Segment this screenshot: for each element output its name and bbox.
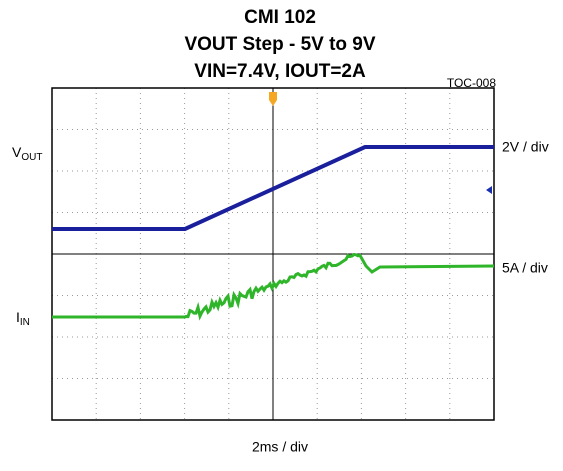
vout-label-sub: OUT — [21, 152, 42, 163]
iin-trace — [52, 252, 495, 321]
iin-label-sub: IN — [20, 317, 30, 328]
vout-scale: 2V / div — [502, 139, 549, 155]
figure-id: TOC-008 — [447, 76, 496, 90]
channel-marker — [486, 186, 492, 194]
vout-label: VOUT — [12, 144, 42, 163]
title: CMI 102 — [244, 7, 316, 28]
subtitle: VOUT Step - 5V to 9V — [184, 34, 375, 55]
timebase: 2ms / div — [252, 439, 308, 455]
trigger-marker — [269, 92, 277, 106]
iin-scale: 5A / div — [502, 260, 548, 276]
iin-label: IIN — [16, 309, 30, 328]
conditions: VIN=7.4V, IOUT=2A — [194, 61, 366, 82]
vout-label-main: V — [12, 144, 22, 160]
vout-trace — [52, 145, 494, 231]
iin-label-main: I — [16, 309, 20, 325]
